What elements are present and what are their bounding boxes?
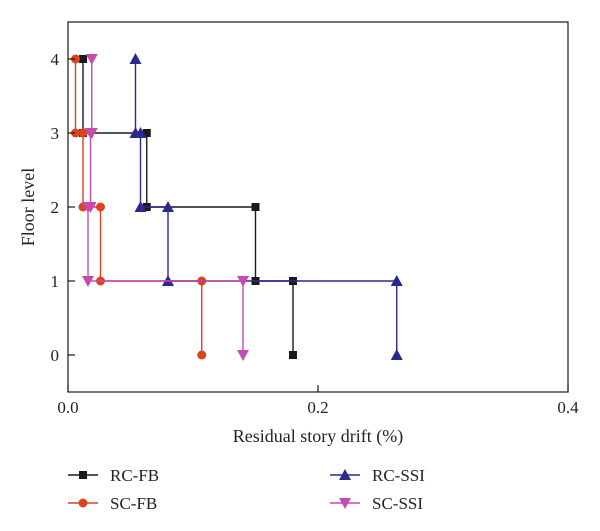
x-tick-label: 0.0: [57, 398, 78, 417]
data-point-rc-fb: [289, 351, 297, 359]
series-rc-ssi: [129, 53, 403, 360]
legend: RC-FB RC-SSI SC-FB SC-SSI: [68, 466, 425, 513]
legend-item-rc-fb: RC-FB: [68, 466, 159, 485]
legend-marker: [79, 471, 87, 479]
legend-label: RC-SSI: [372, 466, 425, 485]
data-point-rc-ssi: [162, 201, 174, 212]
data-point-sc-ssi: [237, 276, 249, 287]
data-point-rc-ssi: [134, 201, 147, 212]
data-point-sc-ssi: [237, 350, 249, 361]
legend-marker: [78, 498, 88, 508]
data-point-rc-fb: [142, 129, 151, 137]
data-point-rc-ssi: [390, 275, 403, 286]
data-point-sc-fb: [96, 202, 105, 212]
x-tick-label: 0.2: [307, 398, 328, 417]
x-axis-label: Residual story drift (%): [233, 426, 403, 447]
data-point-sc-ssi: [85, 54, 98, 65]
series-rc-fb: [79, 55, 297, 359]
data-point-rc-fb: [251, 203, 260, 211]
legend-item-sc-fb: SC-FB: [68, 494, 157, 513]
data-point-rc-fb: [79, 55, 87, 63]
series-sc-ssi: [82, 54, 249, 361]
legend-item-sc-ssi: SC-SSI: [330, 494, 423, 513]
data-point-rc-ssi: [129, 127, 142, 138]
data-point-sc-fb: [71, 128, 80, 138]
y-tick-label: 4: [51, 50, 60, 69]
y-tick-label: 1: [51, 272, 60, 291]
y-tick-label: 3: [51, 124, 60, 143]
series-layer: [71, 53, 403, 361]
y-tick-label: 2: [51, 198, 60, 217]
data-point-sc-ssi: [82, 276, 94, 287]
axis-layer: 0.0 0.2 0.4 0 1 2 3 4: [51, 50, 580, 417]
x-tick-label: 0.4: [557, 398, 579, 417]
data-point-sc-fb: [71, 54, 80, 64]
data-point-rc-ssi: [390, 349, 403, 360]
y-axis-label: Floor level: [18, 168, 38, 247]
data-point-sc-ssi: [85, 128, 98, 139]
legend-label: SC-FB: [110, 494, 157, 513]
legend-marker: [339, 498, 351, 509]
y-tick-label: 0: [51, 346, 60, 365]
legend-marker: [339, 469, 351, 480]
series-line-rc-fb: [82, 59, 294, 355]
data-point-sc-ssi: [84, 202, 97, 213]
data-point-sc-fb: [78, 128, 88, 138]
legend-label: SC-SSI: [372, 494, 423, 513]
legend-label: RC-FB: [110, 466, 159, 485]
data-point-rc-ssi: [129, 53, 142, 64]
data-point-sc-fb: [197, 350, 207, 360]
legend-item-rc-ssi: RC-SSI: [330, 466, 425, 485]
